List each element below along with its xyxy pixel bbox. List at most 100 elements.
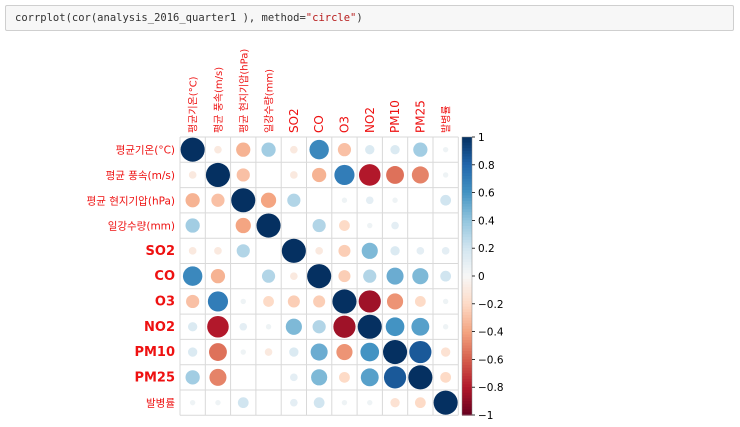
corr-circle xyxy=(313,397,325,409)
colorbar-segment xyxy=(462,173,472,177)
colorbar-segment xyxy=(462,184,472,188)
corr-circle xyxy=(209,368,227,386)
colorbar-segment xyxy=(462,234,472,238)
colorbar-segment xyxy=(462,376,472,380)
colorbar-tick-label: 0.8 xyxy=(478,160,495,172)
column-label: 일강수량(mm) xyxy=(264,69,276,133)
corr-circle xyxy=(440,270,452,282)
row-label: PM25 xyxy=(134,370,175,385)
colorbar-segment xyxy=(462,253,472,258)
colorbar-segment xyxy=(462,342,472,347)
code-cell[interactable]: corrplot(cor(analysis_2016_quarter1 ), m… xyxy=(5,5,734,31)
corr-circle xyxy=(187,347,198,357)
corr-circle xyxy=(260,192,277,208)
corr-circle xyxy=(360,368,379,387)
colorbar-segment xyxy=(462,256,472,260)
corr-circle xyxy=(187,322,198,332)
colorbar-segment xyxy=(462,206,472,210)
colorbar-tick-label: 1 xyxy=(478,132,485,144)
colorbar-segment xyxy=(462,276,472,280)
colorbar-segment xyxy=(462,395,472,399)
corr-circle xyxy=(312,320,326,334)
corr-circle xyxy=(414,397,426,409)
corr-circle xyxy=(332,289,357,314)
corr-circle xyxy=(265,324,272,330)
colorbar-segment xyxy=(462,148,472,152)
colorbar-segment xyxy=(462,162,472,166)
colorbar-segment xyxy=(462,195,472,199)
row-label: 평균 현지기압(hPa) xyxy=(87,194,175,207)
corr-circle xyxy=(312,167,327,183)
colorbar-tick-label: −0.2 xyxy=(478,299,504,311)
corr-circle xyxy=(290,272,298,280)
corr-circle xyxy=(287,295,300,308)
corr-circle xyxy=(240,298,246,305)
code-line: corrplot(cor(analysis_2016_quarter1 ), m… xyxy=(15,12,363,24)
corr-circle xyxy=(338,270,351,283)
corr-circle xyxy=(414,296,426,307)
corr-circle xyxy=(386,267,404,285)
row-label: CO xyxy=(154,269,175,284)
corr-circle xyxy=(390,144,400,155)
row-label: 평균기온(°C) xyxy=(116,145,175,157)
colorbar-segment xyxy=(462,289,472,294)
colorbar-segment xyxy=(462,175,472,180)
corr-circle xyxy=(205,162,230,187)
colorbar-segment xyxy=(462,278,472,283)
colorbar-segment xyxy=(462,156,472,160)
colorbar-segment xyxy=(462,309,472,313)
colorbar-segment xyxy=(462,295,472,299)
colorbar-segment xyxy=(462,326,472,330)
colorbar-segment xyxy=(462,409,472,413)
corr-circle xyxy=(307,264,332,289)
column-label: SO2 xyxy=(287,108,301,133)
corr-circle xyxy=(358,164,381,186)
colorbar-segment xyxy=(462,312,472,316)
corr-circle xyxy=(210,269,226,284)
colorbar-segment xyxy=(462,314,472,319)
colorbar-segment xyxy=(462,345,472,349)
colorbar-segment xyxy=(462,412,472,416)
corr-circle xyxy=(385,317,405,337)
corr-circle xyxy=(185,193,200,208)
corr-circle xyxy=(409,340,432,364)
colorbar-segment xyxy=(462,153,472,158)
colorbar-segment xyxy=(462,262,472,266)
corr-circle xyxy=(413,142,428,157)
colorbar-segment xyxy=(462,328,472,333)
colorbar-segment xyxy=(462,362,472,366)
colorbar-segment xyxy=(462,170,472,174)
corr-circle xyxy=(442,324,449,330)
corr-circle xyxy=(334,164,355,186)
colorbar-segment xyxy=(462,398,472,402)
colorbar-segment xyxy=(462,231,472,235)
colorbar-segment xyxy=(462,334,472,338)
column-label: CO xyxy=(312,115,326,133)
corr-circle xyxy=(180,137,205,162)
corr-circle xyxy=(185,370,200,385)
corr-circle xyxy=(237,397,249,409)
corr-circle xyxy=(336,343,353,361)
colorbar-tick-label: 0 xyxy=(478,271,485,283)
row-label: 발병률 xyxy=(146,398,175,410)
colorbar-segment xyxy=(462,250,472,255)
colorbar-segment xyxy=(462,187,472,191)
colorbar-segment xyxy=(462,317,472,322)
colorbar-tick-label: 0.2 xyxy=(478,243,495,255)
corr-circle xyxy=(290,171,298,179)
colorbar-segment xyxy=(462,200,472,205)
corr-circle xyxy=(433,390,458,415)
corr-circle xyxy=(281,238,306,263)
corr-circle xyxy=(442,172,449,178)
corr-circle xyxy=(341,399,348,406)
colorbar-segment xyxy=(462,150,472,155)
corr-circle xyxy=(357,314,382,339)
column-label: PM25 xyxy=(413,100,427,133)
colorbar-segment xyxy=(462,292,472,297)
colorbar-segment xyxy=(462,373,472,377)
colorbar-segment xyxy=(462,287,472,291)
colorbar-segment xyxy=(462,298,472,302)
colorbar-segment xyxy=(462,337,472,341)
column-label: NO2 xyxy=(363,107,377,133)
